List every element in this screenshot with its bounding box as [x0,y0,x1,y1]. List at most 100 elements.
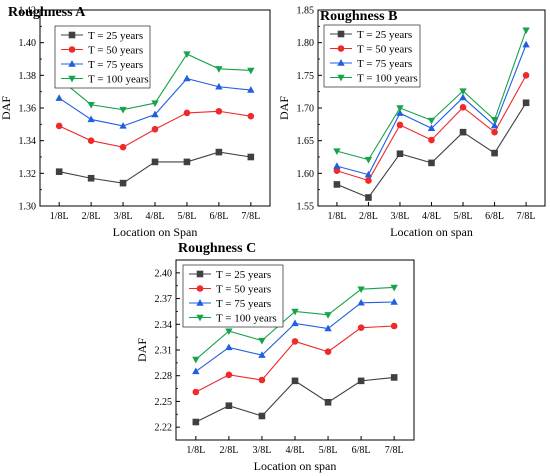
x-tick-label: 5/8L [319,445,338,456]
data-point [390,284,398,292]
x-tick-label: 7/8L [517,211,536,222]
y-tick-label: 2.31 [155,346,173,357]
series-1 [192,374,398,426]
data-point [522,99,530,107]
data-point [151,100,159,107]
data-point [522,72,530,79]
data-point [258,337,266,345]
data-point [459,104,467,111]
x-tick-label: 2/8L [359,211,378,222]
x-tick-label: 6/8L [485,211,504,222]
x-tick-label: 4/8L [422,211,441,222]
x-tick-label: 5/8L [454,211,473,222]
data-point [324,324,332,332]
data-point [427,124,436,131]
y-axis-title: DAF [277,96,291,120]
legend-label: T = 75 years [88,59,143,71]
legend-label: T = 25 years [216,269,271,281]
data-point [119,143,127,151]
y-axis-title: DAF [135,338,149,362]
data-point [225,328,233,336]
data-point [365,194,372,201]
data-point [87,102,95,109]
y-tick-label: 1.55 [297,202,315,213]
legend-label: T = 50 years [357,44,412,56]
data-point [215,107,223,115]
legend: T = 25 years T = 50 years T = 75 years T = … [323,24,421,88]
data-point [333,162,341,169]
legend-marker [337,59,345,66]
data-point [428,136,435,144]
legend-marker [68,60,76,67]
data-point [225,371,233,379]
y-axis-title: DAF [0,96,13,120]
x-tick-label: 2/8L [219,445,238,456]
legend-marker [337,45,345,52]
data-point [291,319,299,327]
data-point [215,66,223,73]
data-point [87,115,95,123]
data-point [247,67,255,75]
data-point [324,398,332,406]
data-point [55,94,63,101]
data-point [333,148,341,156]
x-tick-label: 3/8L [252,445,271,456]
data-point [491,149,498,157]
data-point [291,377,299,385]
x-axis-title: Location on Span [113,225,198,239]
data-point [247,112,255,120]
data-point [490,121,499,129]
data-point [225,402,233,410]
legend-label: T = 75 years [357,58,412,70]
legend-label: T = 25 years [357,29,412,41]
data-point [396,121,404,129]
data-point [390,298,398,305]
x-tick-label: 2/8L [82,211,101,222]
y-tick-label: 2.37 [155,294,173,305]
x-tick-label: 6/8L [209,211,228,222]
x-tick-label: 6/8L [352,445,371,456]
data-point [357,298,365,306]
y-tick-label: 1.32 [19,169,37,180]
data-point [151,125,159,133]
data-point [522,40,530,48]
series-2 [55,107,255,151]
legend-label: T = 100 years [216,313,277,325]
data-point [357,377,365,385]
x-tick-label: 7/8L [385,445,404,456]
data-point [396,150,404,158]
data-point [357,324,365,332]
chart-title: Roughness C [178,241,256,256]
data-point [490,117,499,124]
data-point [215,82,223,90]
data-point [192,388,200,396]
data-point [258,351,266,358]
series-4 [192,284,398,364]
chart-title: Roughness A [8,5,86,20]
data-point [87,137,95,144]
data-point [459,128,467,136]
data-point [324,348,332,356]
legend-marker [68,75,76,83]
y-tick-label: 1.40 [19,38,37,49]
data-point [396,109,404,116]
legend-marker [68,31,76,39]
data-point [459,93,467,101]
data-point [119,122,127,129]
data-point [192,367,200,375]
data-point [192,418,200,426]
x-tick-label: 4/8L [286,445,305,456]
data-point [225,343,233,351]
legend-label: T = 100 years [357,73,418,85]
series-2 [192,322,398,396]
y-tick-label: 2.40 [155,268,173,279]
data-point [365,177,372,184]
data-point [258,412,266,420]
legend-label: T = 50 years [88,45,143,57]
y-tick-label: 1.60 [297,169,315,180]
chart-roughness-b: 1.55 1.60 1.65 1.70 1.75 1.80 1.85 1/8L 2/8L 3/8L… [277,6,546,239]
data-point [119,179,127,187]
data-point [55,168,63,175]
y-tick-label: 1.34 [19,136,37,147]
legend-marker [337,74,345,82]
